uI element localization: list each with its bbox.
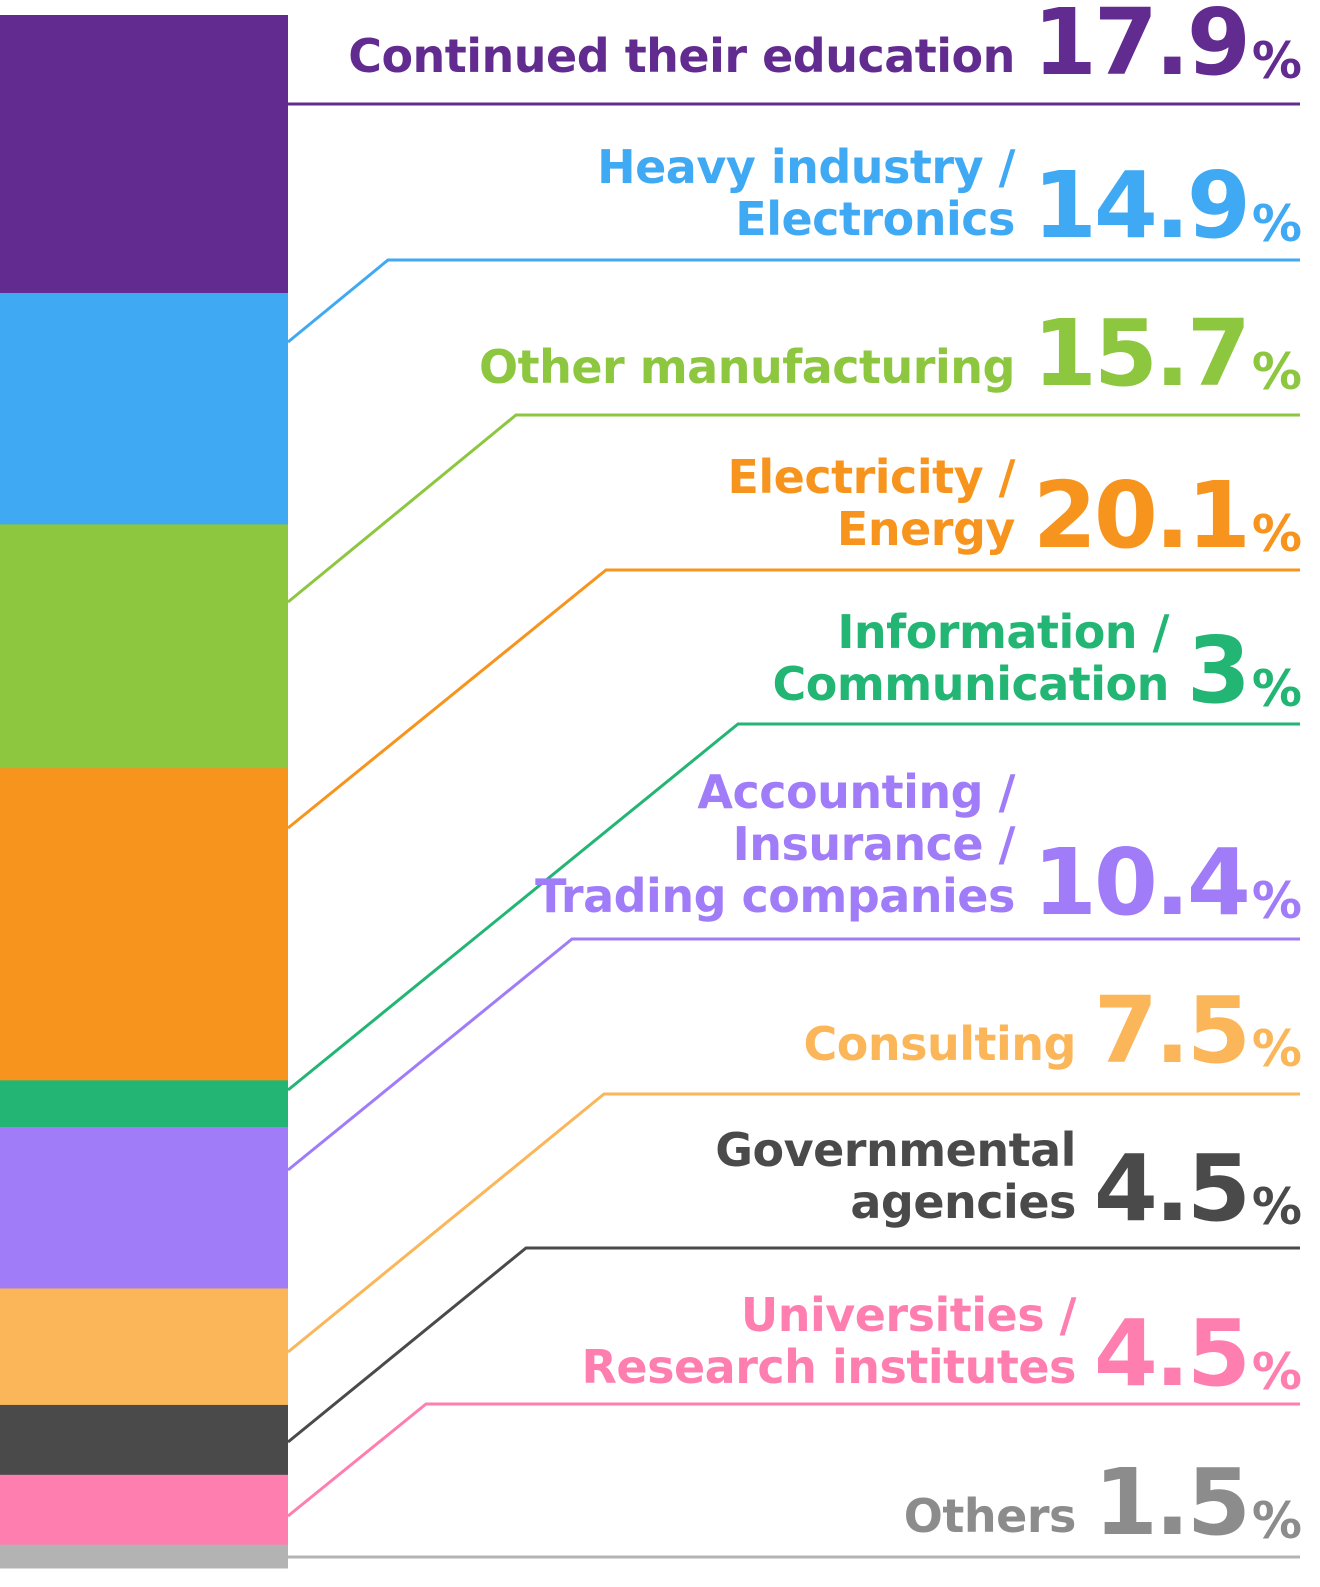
category-label-line: Continued their education bbox=[348, 29, 1015, 83]
leader-line bbox=[287, 413, 1300, 604]
category-label: Governmental agencies bbox=[715, 1124, 1076, 1232]
value-label: 20.1 bbox=[1032, 462, 1251, 569]
bar-segment bbox=[0, 1288, 288, 1406]
value-label: 10.4 bbox=[1032, 829, 1251, 936]
category-label: Others bbox=[903, 1489, 1077, 1546]
percent-sign: % bbox=[1251, 343, 1302, 401]
value-label: 3 bbox=[1186, 617, 1251, 724]
category-label: Information / Communication bbox=[772, 605, 1169, 714]
bar-segment bbox=[0, 1404, 288, 1476]
category-label: Electricity / Energy bbox=[727, 450, 1015, 559]
leader-line bbox=[287, 722, 1300, 1092]
bar-segment bbox=[0, 524, 288, 769]
category-label-line: agencies bbox=[850, 1175, 1076, 1229]
bar-segment bbox=[0, 1126, 288, 1289]
bar-segment bbox=[0, 15, 288, 294]
category-label-line: Research institutes bbox=[581, 1340, 1076, 1394]
bar-segment bbox=[0, 292, 288, 525]
leader-line bbox=[287, 1092, 1300, 1354]
category-label: Consulting bbox=[803, 1017, 1076, 1074]
category-label-line: Universities / bbox=[740, 1288, 1077, 1342]
leader-line bbox=[287, 937, 1300, 1172]
category-label-group: Universities / Research institutes 4.5% bbox=[581, 1288, 1302, 1407]
percent-sign: % bbox=[1251, 505, 1302, 563]
value-label: 7.5 bbox=[1093, 977, 1251, 1084]
percent-sign: % bbox=[1251, 872, 1302, 930]
category-label: Universities / Research institutes bbox=[581, 1288, 1077, 1397]
leader-line bbox=[287, 1246, 1300, 1444]
category-label-line: Electricity / bbox=[727, 450, 1015, 504]
category-label-line: Heavy industry / bbox=[597, 140, 1015, 194]
value-label: 1.5 bbox=[1093, 1449, 1251, 1556]
category-label-group: Continued their education 17.9% bbox=[348, 0, 1302, 96]
value-label: 4.5 bbox=[1093, 1135, 1251, 1242]
percent-sign: % bbox=[1251, 1492, 1302, 1550]
category-label-group: Electricity / Energy 20.1% bbox=[727, 450, 1302, 569]
category-label-line: Trading companies bbox=[535, 869, 1015, 923]
percent-sign: % bbox=[1251, 32, 1302, 90]
category-label-group: Heavy industry / Electronics 14.9% bbox=[597, 141, 1302, 259]
category-label: Heavy industry / Electronics bbox=[597, 141, 1015, 249]
leader-line bbox=[287, 1402, 1300, 1518]
category-label-group: Other manufacturing 15.7% bbox=[479, 300, 1302, 407]
category-label-group: Others 1.5% bbox=[903, 1449, 1302, 1556]
bar-segment bbox=[0, 1544, 288, 1569]
category-label-line: Accounting / bbox=[697, 765, 1015, 819]
category-label: Continued their education bbox=[348, 30, 1015, 86]
category-label-group: Information / Communication 3% bbox=[772, 605, 1302, 724]
value-label: 15.7 bbox=[1032, 300, 1251, 407]
bar-segment bbox=[0, 768, 288, 1081]
category-label-group: Accounting / Insurance / Trading companies… bbox=[535, 766, 1302, 936]
category-label-group: Consulting 7.5% bbox=[803, 977, 1302, 1084]
percent-sign: % bbox=[1251, 1343, 1302, 1401]
value-label: 4.5 bbox=[1093, 1300, 1251, 1407]
category-label: Accounting / Insurance / Trading companies bbox=[535, 766, 1015, 926]
category-label-line: Consulting bbox=[803, 1017, 1076, 1071]
leader-line bbox=[287, 568, 1300, 830]
category-label: Other manufacturing bbox=[479, 341, 1015, 397]
category-label-line: Communication bbox=[772, 657, 1169, 711]
category-label-line: Energy bbox=[836, 502, 1015, 556]
category-label-line: Other manufacturing bbox=[478, 340, 1015, 394]
percent-sign: % bbox=[1251, 195, 1302, 253]
category-label-line: Electronics bbox=[735, 192, 1015, 246]
value-label: 14.9 bbox=[1032, 152, 1251, 259]
leader-line bbox=[287, 258, 1300, 344]
bar-segment bbox=[0, 1080, 288, 1128]
percent-sign: % bbox=[1251, 1178, 1302, 1236]
bar-segment bbox=[0, 1474, 288, 1546]
category-label-line: Information / bbox=[837, 605, 1169, 659]
category-label-group: Governmental agencies 4.5% bbox=[715, 1124, 1302, 1242]
category-label-line: Governmental bbox=[715, 1123, 1076, 1177]
value-label: 17.9 bbox=[1032, 0, 1251, 96]
percent-sign: % bbox=[1251, 1020, 1302, 1078]
percent-sign: % bbox=[1251, 660, 1302, 718]
category-label-line: Others bbox=[903, 1489, 1077, 1543]
category-label-line: Insurance / bbox=[732, 817, 1016, 871]
